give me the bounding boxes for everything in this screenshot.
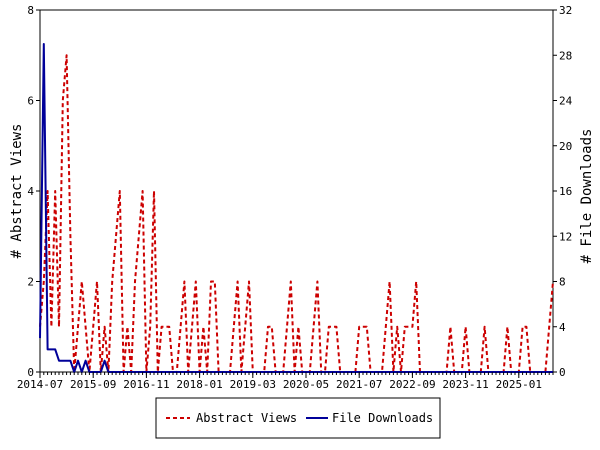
x-tick-label: 2015-09 bbox=[70, 378, 116, 391]
x-tick-label: 2025-01 bbox=[496, 378, 542, 391]
x-tick-label: 2019-03 bbox=[230, 378, 276, 391]
x-tick-label: 2020-05 bbox=[283, 378, 329, 391]
y-right-tick-label: 0 bbox=[559, 366, 566, 379]
legend-label-views: Abstract Views bbox=[196, 411, 297, 425]
legend: Abstract Views File Downloads bbox=[155, 397, 441, 439]
x-tick-label: 2021-07 bbox=[336, 378, 382, 391]
y-axis-left-label: # Abstract Views bbox=[9, 124, 25, 259]
y-right-tick-label: 24 bbox=[559, 95, 573, 108]
y-left-tick-label: 0 bbox=[27, 366, 34, 379]
legend-label-downloads: File Downloads bbox=[332, 411, 433, 425]
y-right-tick-label: 8 bbox=[559, 276, 566, 289]
x-tick-label: 2014-07 bbox=[17, 378, 63, 391]
y-left-tick-label: 2 bbox=[27, 276, 34, 289]
series-line-file-downloads bbox=[39, 42, 553, 373]
series-layer bbox=[39, 42, 554, 373]
legend-box bbox=[155, 397, 441, 439]
x-tick-label: 2023-11 bbox=[442, 378, 488, 391]
y-axis-right-label: # File Downloads bbox=[579, 129, 595, 264]
plot-frame bbox=[39, 9, 554, 373]
x-tick-label: 2016-11 bbox=[123, 378, 169, 391]
y-left-tick-label: 6 bbox=[27, 95, 34, 108]
y-right-tick-label: 28 bbox=[559, 49, 572, 62]
series-line-abstract-views bbox=[39, 54, 554, 373]
plot-border bbox=[39, 9, 554, 373]
y-right-tick-label: 16 bbox=[559, 185, 572, 198]
x-tick-label: 2018-01 bbox=[176, 378, 222, 391]
y-right-tick-label: 4 bbox=[559, 321, 566, 334]
y-right-tick-label: 32 bbox=[559, 4, 572, 17]
y-right-tick-label: 20 bbox=[559, 140, 572, 153]
y-left-tick-label: 4 bbox=[27, 185, 34, 198]
y-left-tick-label: 8 bbox=[27, 4, 34, 17]
x-tick-label: 2022-09 bbox=[389, 378, 435, 391]
y-right-tick-label: 12 bbox=[559, 230, 572, 243]
